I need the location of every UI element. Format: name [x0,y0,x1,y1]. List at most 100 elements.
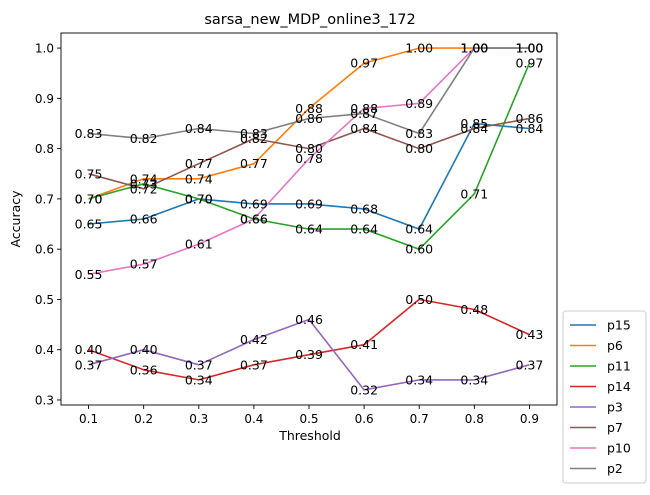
data-label-p14: 0.39 [295,347,323,362]
legend-label-p14: p14 [607,379,631,394]
data-label-p3: 0.42 [240,332,268,347]
legend: p15 p6 p11 p14 p3 p7 p10 p2 [562,310,647,484]
data-labels: 0.65 0.660.70 0.69 0.69 0.680.640.85 0.840.70… [75,41,544,398]
data-label-p10: 0.88 [350,101,378,116]
data-label-p15: 0.70 [185,191,213,206]
y-tick-label: 0.7 [35,192,54,206]
data-label-p2: 0.84 [185,121,213,136]
data-label-p3: 0.34 [405,372,433,387]
legend-box [562,310,647,484]
data-label-p10: 1.00 [460,41,488,56]
data-label-p7: 0.75 [75,166,103,181]
data-label-p3: 0.32 [350,382,378,397]
y-tick-label: 0.4 [35,343,54,357]
y-axis-label: Accuracy [8,190,23,248]
data-label-p15: 0.64 [405,222,433,237]
data-label-p10: 0.89 [405,96,433,111]
y-tick-label: 0.6 [35,243,54,257]
data-label-p15: 0.69 [295,196,323,211]
series-line-p2 [88,47,530,140]
data-label-p10: 1.00 [516,41,544,56]
legend-label-p10: p10 [607,441,631,456]
legend-label-p11: p11 [607,359,631,374]
data-label-p7: 0.84 [460,121,488,136]
x-tick-label: 0.8 [465,412,484,426]
data-label-p2: 1.00 [516,41,544,56]
data-label-p6: 0.97 [350,56,378,71]
data-label-p14: 0.34 [185,372,213,387]
series-line-p14 [88,298,530,381]
data-label-p14: 0.43 [516,327,544,342]
data-label-p6: 1.00 [516,41,544,56]
data-label-p11: 0.60 [405,242,433,257]
data-label-p7: 0.84 [350,121,378,136]
x-tick-label: 0.7 [410,412,429,426]
x-tick-label: 0.1 [79,412,98,426]
data-label-p2: 0.83 [405,126,433,141]
series-line-p11 [88,62,531,250]
data-label-p7: 0.77 [185,156,213,171]
y-tick-label: 0.5 [35,293,54,307]
data-label-p2: 1.00 [460,41,488,56]
data-label-p15: 0.65 [75,217,103,232]
data-label-p3: 0.34 [460,372,488,387]
data-label-p3: 0.40 [130,342,158,357]
data-label-p6: 0.70 [75,191,103,206]
data-label-p11: 0.71 [460,186,488,201]
x-tick-label: 0.6 [355,412,374,426]
data-label-p7: 0.82 [240,131,268,146]
x-axis-ticks: 0.1 0.2 0.3 0.4 0.5 0.6 0.7 0.8 0.9 [79,405,539,426]
data-label-p6: 0.88 [295,101,323,116]
series-line-p15 [88,122,530,230]
data-label-p3: 0.37 [516,357,544,372]
data-label-p14: 0.37 [240,357,268,372]
data-label-p3: 0.46 [295,312,323,327]
data-label-p15: 0.68 [350,201,378,216]
y-tick-label: 0.9 [35,92,54,106]
data-label-p7: 0.80 [405,141,433,156]
data-label-p2: 0.83 [75,126,103,141]
data-label-p14: 0.36 [130,362,158,377]
data-label-p14: 0.40 [75,342,103,357]
legend-label-p6: p6 [607,338,623,353]
data-label-p2: 0.82 [130,131,158,146]
data-label-p15: 0.85 [460,116,488,131]
data-label-p7: 0.72 [130,181,158,196]
data-label-p10: 0.66 [240,212,268,227]
x-tick-label: 0.2 [134,412,153,426]
legend-label-p15: p15 [607,318,631,333]
data-label-p11: 0.64 [295,222,323,237]
series-line-p3 [88,318,530,391]
data-label-p10: 0.57 [130,257,158,272]
x-axis-label: Threshold [278,428,341,443]
series-line-p7 [88,117,530,190]
data-label-p11: 0.66 [240,212,268,227]
data-label-p6: 1.00 [460,41,488,56]
data-label-p14: 0.41 [350,337,378,352]
data-label-p2: 0.86 [295,111,323,126]
data-label-p7: 0.80 [295,141,323,156]
data-label-p3: 0.37 [75,357,103,372]
data-label-p11: 0.70 [75,191,103,206]
chart-title: sarsa_new_MDP_online3_172 [204,12,415,28]
data-label-p11: 0.64 [350,222,378,237]
y-tick-label: 0.8 [35,142,54,156]
data-label-p11: 0.70 [185,191,213,206]
data-label-p3: 0.37 [185,357,213,372]
y-axis-ticks: 0.3 0.4 0.5 0.6 0.7 0.8 0.9 1.0 [35,42,61,407]
legend-label-p2: p2 [607,461,623,476]
data-label-p10: 0.61 [185,237,213,252]
x-tick-label: 0.3 [189,412,208,426]
data-label-p2: 0.87 [350,106,378,121]
data-label-p15: 0.66 [130,212,158,227]
data-label-p15: 0.84 [516,121,544,136]
data-label-p2: 0.83 [240,126,268,141]
data-label-p6: 0.74 [130,171,158,186]
x-tick-label: 0.5 [299,412,318,426]
data-label-p14: 0.48 [460,302,488,317]
data-label-p11: 0.73 [130,176,158,191]
legend-label-p7: p7 [607,420,623,435]
data-label-p7: 0.86 [516,111,544,126]
y-tick-label: 0.3 [35,393,54,407]
data-label-p6: 0.74 [185,171,213,186]
